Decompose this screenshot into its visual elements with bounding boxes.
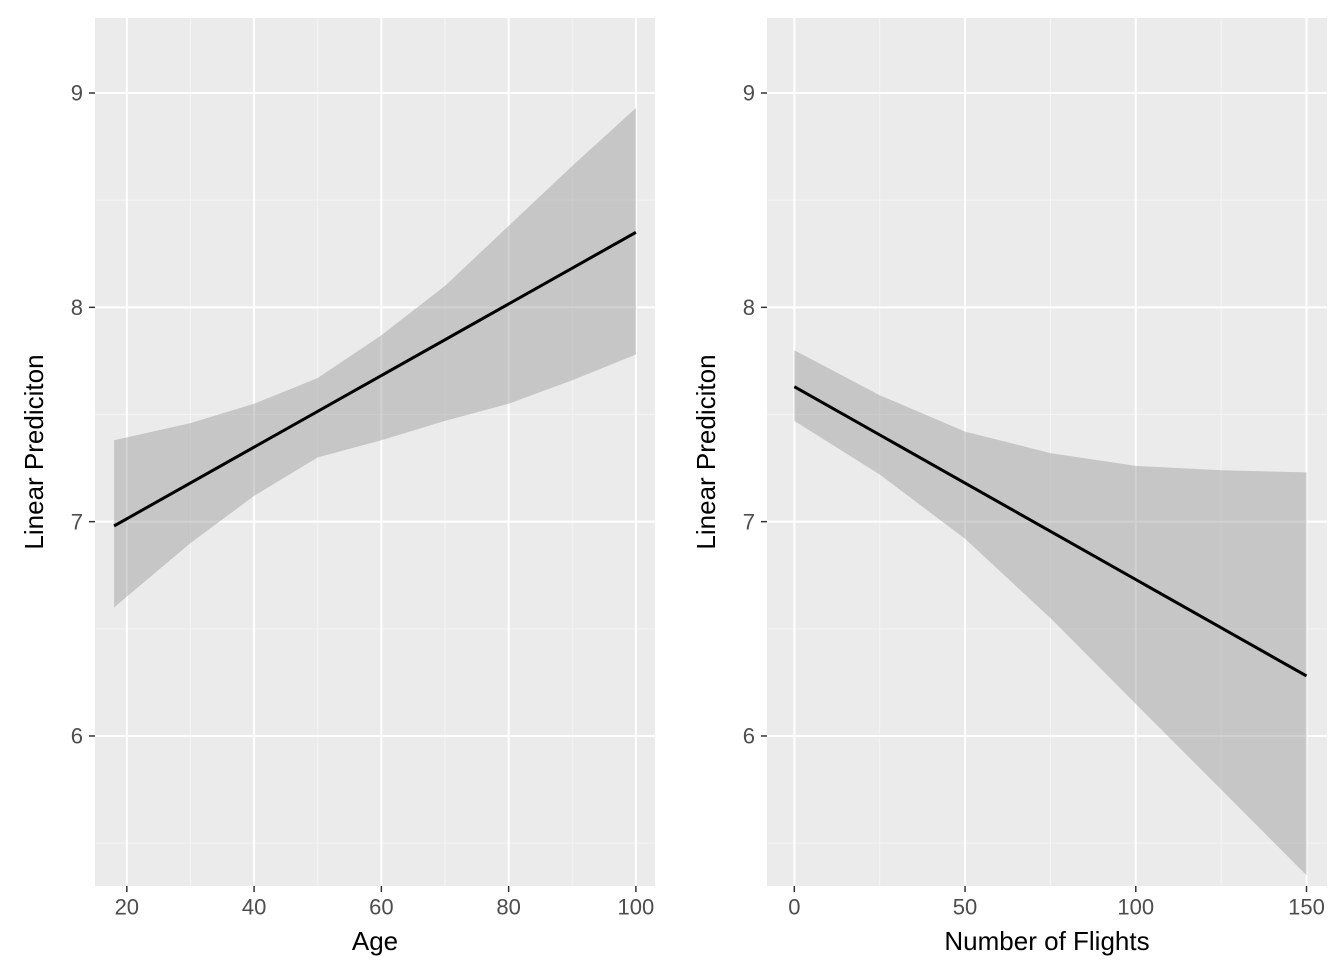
x-axis-title: Number of Flights [944,926,1149,956]
y-tick-label: 6 [743,724,755,749]
x-tick-label: 20 [115,895,139,920]
y-tick-label: 6 [71,724,83,749]
x-tick-label: 0 [788,895,800,920]
figure-container: 20 40 60 80 100 6 7 8 9 Age Linear Prediciton 0 50 1… [0,0,1344,960]
panel-flights: 0 50 100 150 6 7 8 9 Number of Flights Linear Pre… [672,0,1344,960]
x-tick-label: 50 [953,895,977,920]
y-tick-label: 9 [71,81,83,106]
x-tick-label: 150 [1288,895,1325,920]
x-tick-label: 80 [496,895,520,920]
chart-age: 20 40 60 80 100 6 7 8 9 Age Linear Prediciton [0,0,672,960]
panel-age: 20 40 60 80 100 6 7 8 9 Age Linear Prediciton [0,0,672,960]
y-tick-label: 7 [743,509,755,534]
y-axis-title: Linear Prediciton [691,354,721,549]
y-axis-title: Linear Prediciton [19,354,49,549]
x-tick-label: 60 [369,895,393,920]
x-tick-label: 40 [242,895,266,920]
y-tick-label: 9 [743,81,755,106]
chart-flights: 0 50 100 150 6 7 8 9 Number of Flights Linear Pre… [672,0,1344,960]
y-tick-label: 8 [743,295,755,320]
y-tick-label: 7 [71,509,83,534]
y-tick-label: 8 [71,295,83,320]
x-tick-label: 100 [618,895,655,920]
x-tick-label: 100 [1117,895,1154,920]
x-axis-title: Age [352,926,398,956]
